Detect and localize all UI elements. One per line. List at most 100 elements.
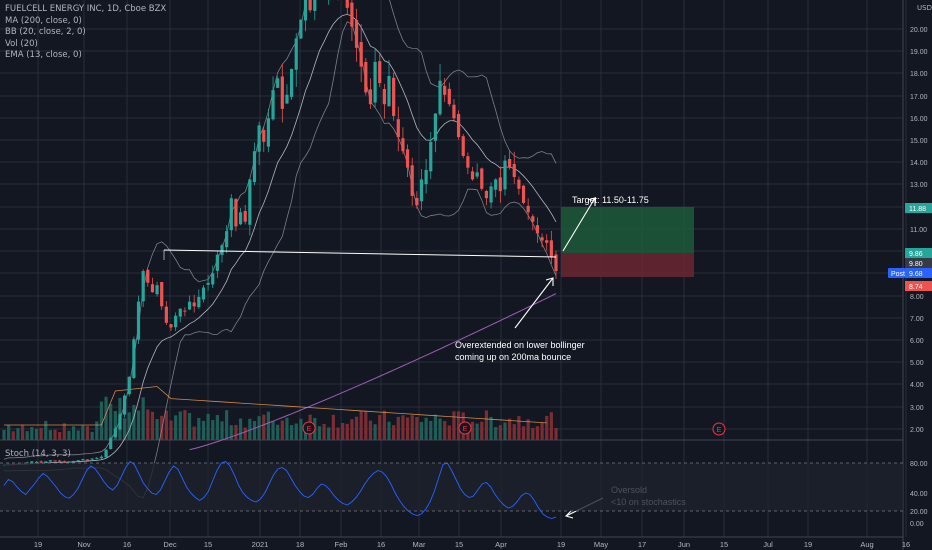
candle: [452, 104, 456, 119]
volume-bar: [39, 427, 43, 440]
earnings-marker-label: E: [307, 426, 312, 433]
volume-bar: [294, 423, 298, 440]
volume-bar: [48, 430, 52, 440]
price-tag: [905, 258, 932, 268]
volume-bar: [220, 421, 224, 440]
candle: [415, 197, 419, 206]
stoch-tick-label: 40.00: [910, 491, 928, 498]
oversold-arrow-head: [564, 510, 574, 519]
candle: [535, 225, 540, 234]
candle: [494, 179, 498, 190]
price-tick-label: 7.00: [910, 316, 924, 323]
candle: [252, 151, 257, 183]
candle: [410, 165, 414, 196]
candle: [299, 19, 303, 39]
volume-bar: [415, 417, 419, 440]
support-line: [163, 249, 557, 258]
indicator-bb[interactable]: BB (20, close, 2, 0): [5, 27, 86, 38]
bounce-arrow: [514, 277, 554, 329]
time-tick-label: 15: [455, 540, 463, 549]
volume-bar: [359, 410, 363, 440]
volume-bar: [480, 421, 484, 440]
volume-bar: [169, 420, 173, 440]
volume-bar: [470, 421, 475, 440]
volume-bar: [387, 421, 391, 440]
candle: [313, 0, 317, 11]
volume-bar: [81, 425, 85, 440]
price-tag-label: 9.80: [909, 261, 923, 268]
target-zone: [561, 207, 694, 253]
candle: [368, 89, 373, 105]
price-tick-label: 4.00: [910, 382, 924, 389]
candle: [484, 190, 489, 199]
volume-bar: [452, 411, 456, 440]
price-tick-label: 19.00: [910, 49, 928, 56]
candle: [354, 20, 359, 48]
volume-bar: [248, 418, 252, 440]
volume-bar: [150, 411, 155, 440]
volume-bar: [11, 431, 15, 440]
candle: [95, 457, 99, 459]
candle: [285, 94, 289, 104]
time-tick-label: 16: [902, 540, 910, 549]
volume-bar: [132, 404, 136, 440]
volume-bar: [545, 415, 549, 440]
candle: [169, 324, 173, 328]
volume-bar: [554, 427, 558, 440]
volume-bar: [276, 424, 280, 440]
volume-bar: [484, 410, 489, 440]
volume-bar: [396, 416, 400, 440]
candle: [257, 125, 261, 152]
volume-bar: [99, 401, 104, 440]
volume-bar: [410, 415, 414, 440]
indicator-ma[interactable]: MA (200, close, 0): [5, 15, 82, 26]
volume-bar: [299, 418, 303, 440]
volume-bar: [447, 425, 451, 440]
volume-bar: [123, 418, 127, 440]
volume-bar: [44, 420, 48, 440]
volume-bar: [2, 429, 6, 440]
candle: [211, 273, 215, 285]
volume-bar: [327, 427, 331, 440]
volume-bar: [252, 420, 257, 440]
volume-bar: [95, 421, 99, 440]
candle: [503, 160, 507, 190]
price-tag-label: 11.88: [909, 206, 926, 213]
indicator-vol[interactable]: Vol (20): [5, 38, 38, 49]
volume-bar: [141, 397, 145, 440]
candle: [540, 237, 544, 241]
candle: [498, 177, 502, 192]
candle: [164, 306, 168, 323]
volume-bar: [419, 421, 424, 440]
volume-bar: [174, 415, 178, 440]
candle: [174, 315, 178, 328]
volume-bar: [266, 411, 271, 440]
volume-bar: [331, 414, 335, 440]
volume-bar: [378, 414, 382, 440]
time-tick-label: 15: [720, 540, 728, 549]
stoch-legend[interactable]: Stoch (14, 3, 3): [5, 449, 71, 459]
candle: [67, 461, 71, 463]
candle: [206, 282, 210, 285]
price-tick-label: 16.00: [910, 116, 928, 123]
stop-zone: [561, 253, 694, 277]
volume-bar: [475, 423, 479, 440]
volume-bar: [401, 415, 405, 440]
price-tick-label: 6.00: [910, 338, 924, 345]
candle: [433, 113, 437, 141]
volume-bar: [405, 417, 410, 440]
volume-bar: [192, 426, 196, 440]
indicator-ema[interactable]: EMA (13, close, 0): [5, 50, 82, 61]
price-tag: [905, 203, 932, 213]
volume-bar: [211, 420, 215, 440]
candle: [276, 78, 280, 88]
volume-bar: [364, 410, 368, 440]
candle: [141, 271, 145, 302]
volume-bar: [113, 411, 117, 440]
symbol-title: FUELCELL ENERGY INC, 1D, Cboe BZX: [5, 4, 167, 14]
volume-bar: [243, 427, 247, 440]
candle: [146, 269, 150, 283]
volume-bar: [104, 396, 108, 440]
volume-bar: [489, 416, 493, 440]
